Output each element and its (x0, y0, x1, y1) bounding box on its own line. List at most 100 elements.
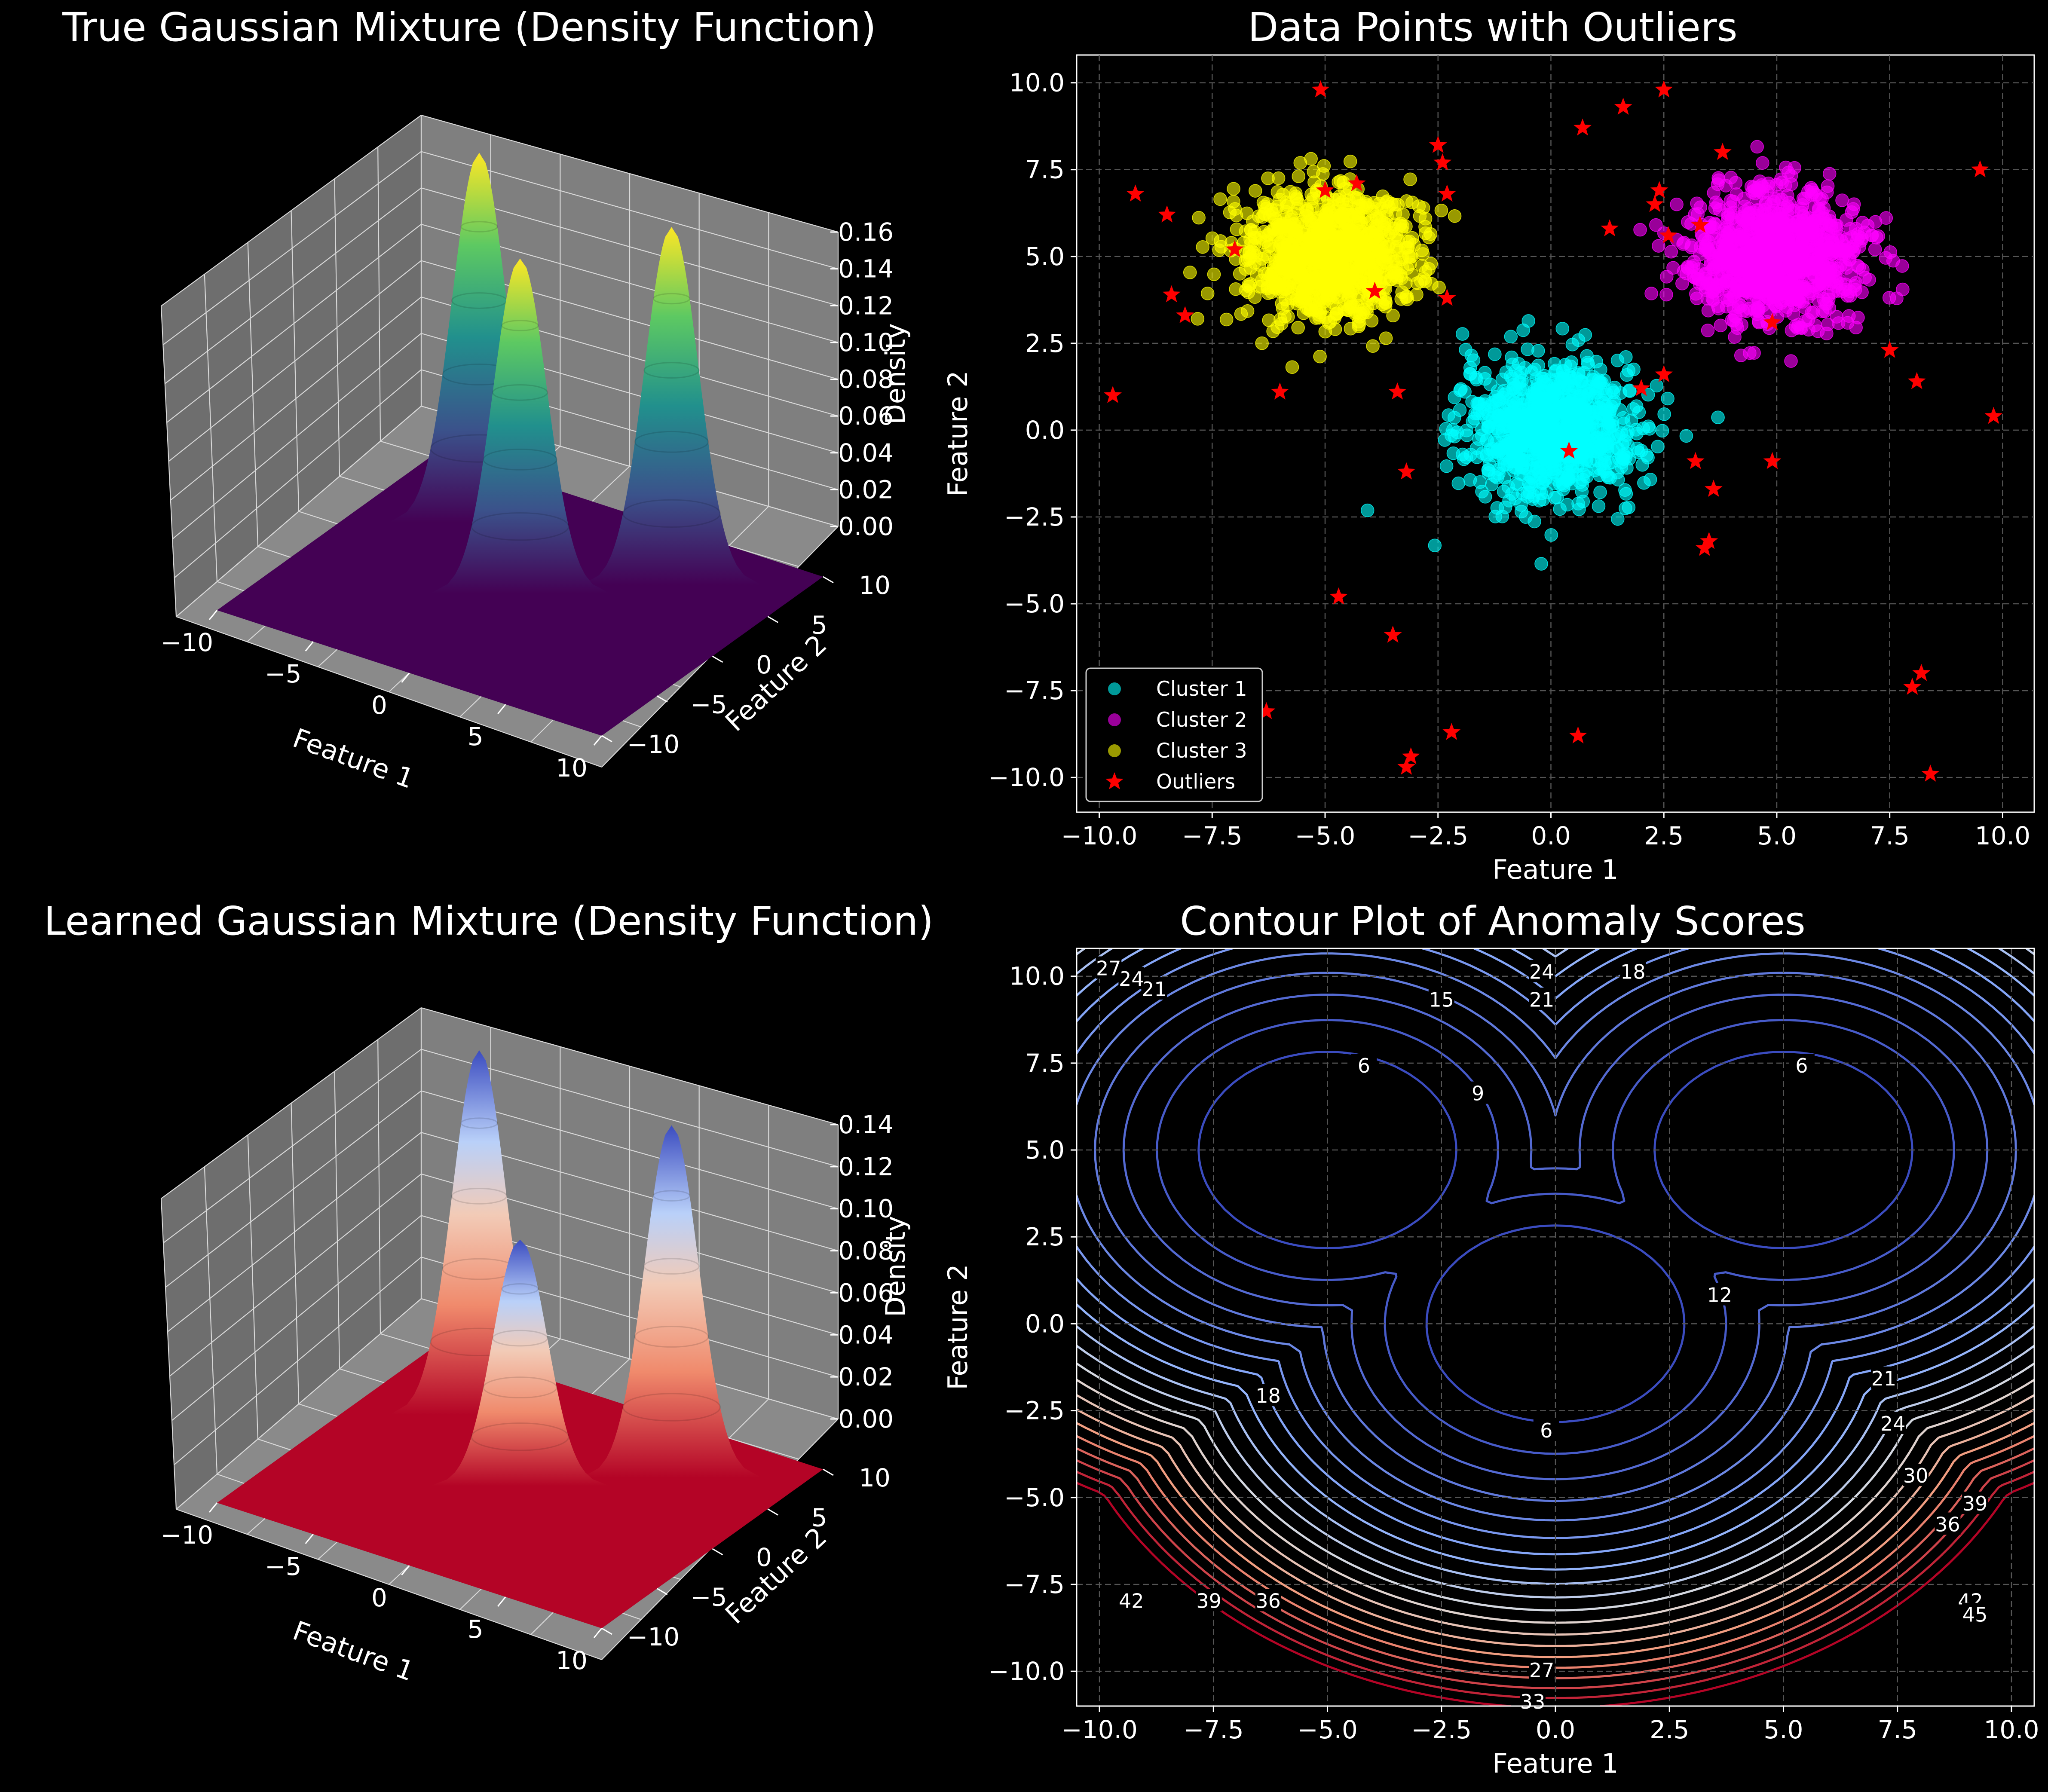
contour-label: 6 (1540, 1419, 1552, 1442)
cluster-point (1711, 410, 1725, 424)
cluster-point (1820, 266, 1834, 280)
y-tick-label: 7.5 (1025, 155, 1065, 184)
z-grid (421, 1049, 839, 1167)
cluster-point (1324, 261, 1338, 275)
y-tick-label: −7.5 (1004, 676, 1065, 705)
x-tick-label: 5.0 (1763, 1715, 1803, 1744)
contour-label-bg (1096, 956, 1122, 979)
cluster-point (1883, 245, 1897, 259)
z-grid (171, 1215, 422, 1421)
density-surface (217, 1050, 823, 1628)
x-tick-label: 0.0 (1531, 821, 1570, 850)
cluster-point (1786, 289, 1800, 303)
contour-level-12 (1122, 994, 1989, 1480)
cluster-point (1379, 331, 1393, 345)
cluster-point (1848, 283, 1862, 297)
cluster-point (1497, 471, 1511, 485)
cluster-point (1882, 291, 1896, 305)
chart-title: Contour Plot of Anomaly Scores (1180, 898, 1806, 944)
legend-marker-outliers (1105, 772, 1123, 789)
cluster-point (1284, 239, 1298, 253)
grid-lines (1077, 948, 2034, 1706)
z-grid (170, 297, 422, 501)
outlier-point (1316, 181, 1334, 198)
cluster-point (1424, 277, 1439, 291)
left-wall-grid (334, 1071, 340, 1369)
cluster-point (1485, 477, 1499, 492)
y-tick (712, 1548, 723, 1556)
z-tick-label: 0.00 (838, 1404, 894, 1434)
cluster-point (1380, 265, 1394, 279)
x-tick (593, 735, 603, 746)
cluster-point (1835, 193, 1849, 207)
cluster-point (1183, 266, 1197, 279)
cluster-point (1843, 222, 1857, 236)
cluster-point (1434, 203, 1448, 217)
z-tick-label: 0.08 (838, 365, 894, 394)
y-tick-label: 5.0 (1025, 1135, 1065, 1165)
y-tick-label: −10.0 (988, 763, 1065, 792)
cluster-point (1830, 275, 1844, 289)
contour-label-bg (1465, 1081, 1491, 1104)
outlier-point (1903, 678, 1922, 695)
x-tick (401, 1565, 410, 1575)
cluster-point (1576, 495, 1590, 508)
y-tick (712, 655, 723, 663)
cluster-point (1532, 494, 1546, 508)
x-tick-label: 0 (371, 691, 387, 720)
z-tick-label: 0.10 (838, 328, 894, 357)
panel-learned-mixture: Learned Gaussian Mixture (Density Functi… (44, 898, 934, 1687)
cluster-point (1465, 394, 1479, 409)
outlier-point (1763, 452, 1782, 469)
contour-level-18 (1077, 952, 2034, 1522)
cluster-point (1528, 514, 1541, 529)
cluster-point (1244, 249, 1258, 263)
cluster-point (1728, 309, 1742, 323)
contour-level-63 (1077, 1482, 2034, 1706)
contour-label-bg (1935, 1512, 1961, 1535)
cluster-point (1724, 211, 1739, 226)
x-tick-label: −10.0 (1061, 1715, 1138, 1744)
outlier-point (1650, 181, 1668, 198)
cluster-point (1308, 260, 1322, 275)
x-tick-label: 5 (468, 1615, 484, 1644)
peak-body (582, 227, 762, 585)
cluster-point (1422, 262, 1436, 276)
outlier-point (1601, 219, 1619, 236)
cluster-point (1701, 303, 1715, 318)
cluster-point (1815, 304, 1829, 318)
cluster-point (1607, 394, 1621, 408)
outlier-point (1912, 664, 1931, 681)
cluster-point (1362, 273, 1376, 287)
cluster-point (1661, 391, 1675, 406)
cluster-point (1868, 242, 1882, 257)
cluster-point (1728, 330, 1742, 344)
cluster-point (1442, 408, 1455, 422)
cluster-point (1319, 204, 1333, 218)
x-axis-label: Feature 1 (289, 722, 418, 795)
contour-label: 39 (1962, 1492, 1988, 1515)
cluster-point (1649, 218, 1663, 232)
cluster-point (1758, 274, 1772, 288)
cluster-point (1395, 252, 1408, 266)
cluster-point (1213, 192, 1227, 206)
contour-label-bg (1428, 988, 1454, 1010)
y-tick-label: −2.5 (1004, 1396, 1065, 1425)
left-wall-grid (160, 1198, 177, 1510)
cluster-point (1219, 312, 1234, 327)
outlier-point (1659, 226, 1678, 244)
contour-label: 21 (1871, 1367, 1897, 1390)
cluster-point (1381, 228, 1396, 242)
z-axis-label: Density (880, 1216, 911, 1317)
z-grid (421, 1007, 839, 1125)
cluster-point (1714, 318, 1728, 333)
cluster-point (1677, 235, 1691, 250)
cluster-point (1368, 242, 1382, 256)
contour-level-51 (1077, 1435, 2034, 1669)
contour-label: 18 (1255, 1384, 1281, 1407)
cluster-point (1451, 476, 1466, 490)
cluster-point (1255, 252, 1269, 266)
cluster-point (1709, 260, 1723, 274)
y-tick-label: −5 (690, 1583, 727, 1612)
